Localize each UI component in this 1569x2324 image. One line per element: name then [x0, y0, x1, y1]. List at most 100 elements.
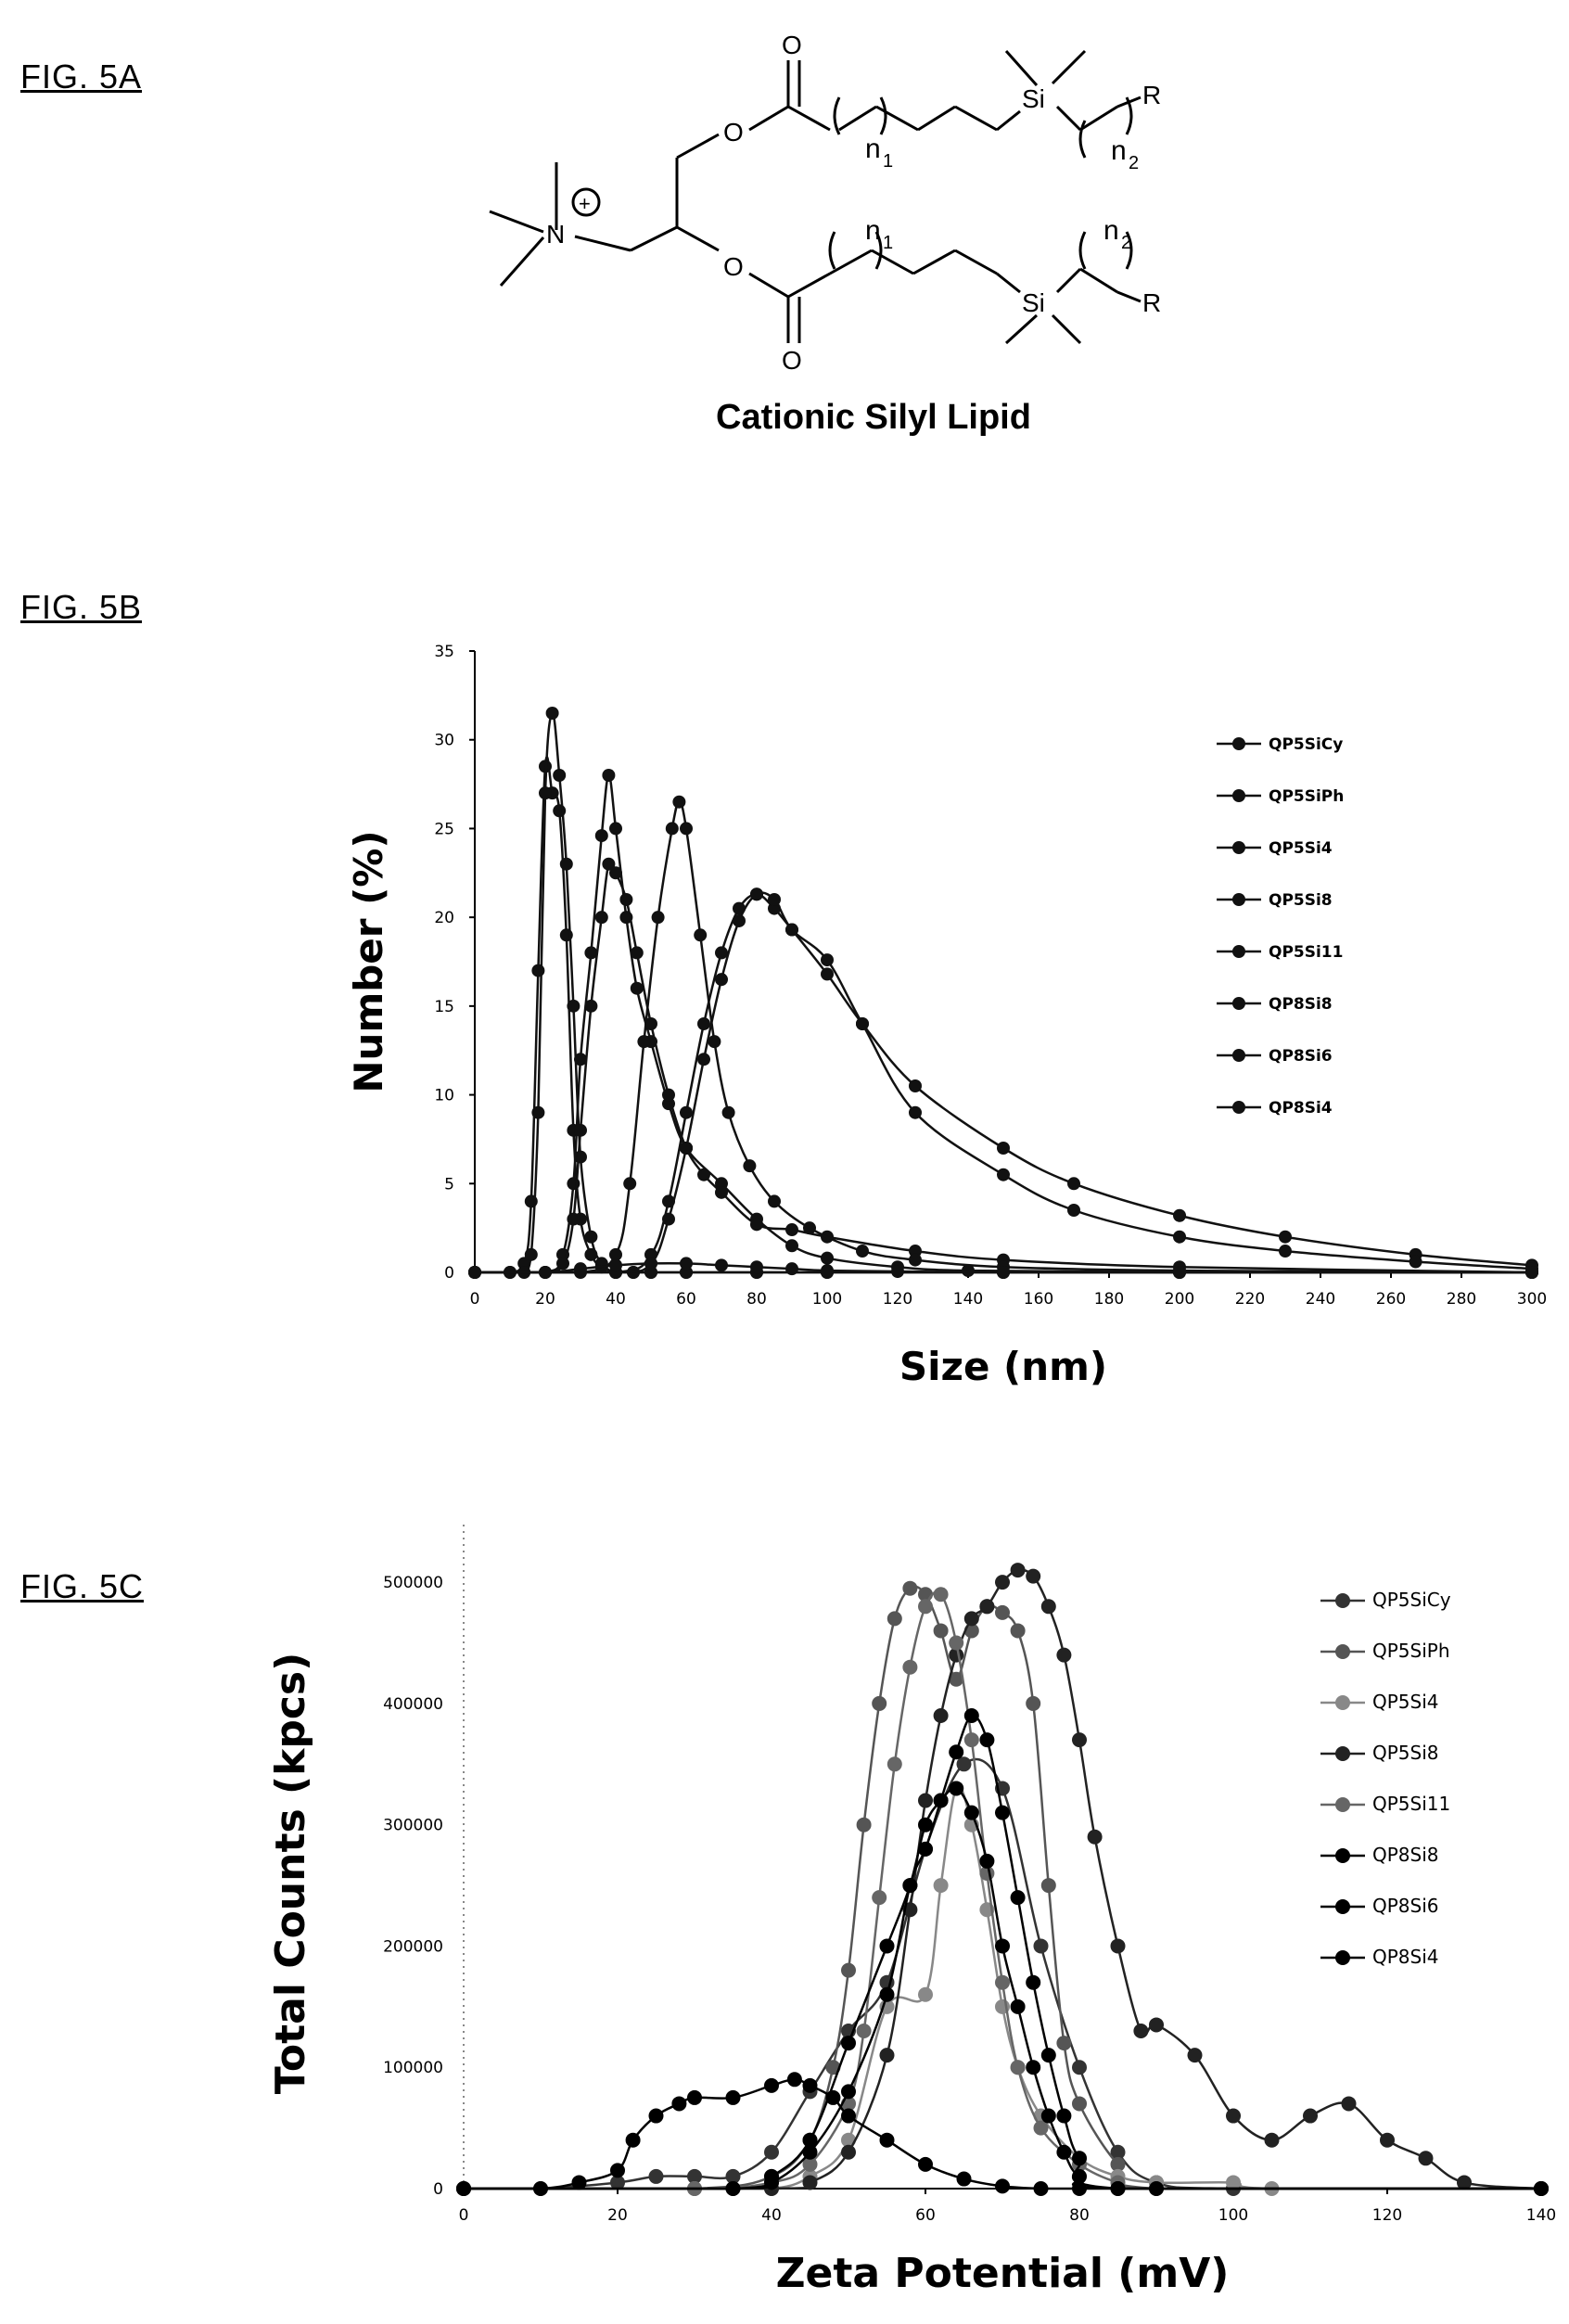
- legend-label: QP5Si11: [1269, 943, 1343, 962]
- data-point: [1110, 2156, 1126, 2172]
- data-point: [825, 2089, 841, 2105]
- data-point: [715, 946, 728, 960]
- legend-swatch-dot: [1232, 945, 1245, 958]
- x-tick-label: 60: [676, 1290, 696, 1309]
- data-point: [1033, 1938, 1049, 1954]
- oxygen-ester-upper: O: [723, 118, 744, 147]
- series-QP5SiPh: [456, 1580, 1549, 2196]
- x-tick-label: 100: [1218, 2206, 1248, 2225]
- data-point: [841, 2036, 856, 2051]
- data-point: [995, 1974, 1010, 1990]
- data-point: [979, 1853, 995, 1869]
- data-point: [802, 2077, 818, 2093]
- data-point: [594, 911, 608, 925]
- legend-entry: QP5Si11: [1217, 943, 1343, 962]
- data-point: [785, 1239, 798, 1253]
- series-line: [464, 1590, 1541, 2190]
- legend-entry: QP8Si4: [1217, 1099, 1333, 1117]
- data-point: [933, 1708, 949, 1723]
- data-point: [1067, 1177, 1080, 1191]
- y-tick-label: 30: [434, 732, 454, 750]
- data-point: [625, 2132, 641, 2148]
- data-point: [609, 1247, 622, 1261]
- data-point: [963, 1708, 979, 1723]
- data-point: [995, 1805, 1010, 1820]
- data-point: [887, 1611, 902, 1627]
- data-point: [963, 1611, 979, 1627]
- data-point: [1110, 2144, 1126, 2160]
- fig-5c-label: FIG. 5C: [20, 1567, 145, 1605]
- data-point: [531, 964, 545, 977]
- n1-lower: n: [865, 215, 881, 246]
- legend-entry: QP5Si4: [1217, 839, 1333, 858]
- data-point: [949, 1744, 964, 1760]
- silicon-lower: Si: [1022, 288, 1045, 317]
- data-point: [594, 829, 608, 843]
- data-point: [651, 911, 665, 925]
- data-point: [1010, 1998, 1026, 2014]
- data-point: [602, 769, 616, 782]
- data-point: [1056, 1647, 1072, 1663]
- data-point: [891, 1265, 904, 1279]
- data-point: [802, 2132, 818, 2148]
- chemical-structure: N + O O O O Si Si R R n 1 n 2 n 1 n 2 Ca…: [489, 31, 1161, 437]
- data-point: [887, 1756, 902, 1772]
- data-point: [584, 999, 598, 1013]
- x-tick-label: 80: [746, 1290, 767, 1309]
- legend-swatch-dot: [1232, 1101, 1245, 1114]
- data-point: [841, 2144, 856, 2160]
- y-tick-label: 0: [433, 2180, 443, 2199]
- y-tick-label: 35: [434, 643, 454, 661]
- data-point: [1187, 2048, 1203, 2063]
- x-tick-label: 220: [1235, 1290, 1265, 1309]
- data-point: [644, 1017, 657, 1030]
- data-point: [918, 1841, 933, 1857]
- data-point: [956, 2171, 972, 2187]
- zeta-potential-chart: 0 20 40 60 80 100 120 140 0 100000 200000 300000 400…: [267, 1521, 1556, 2297]
- data-point: [821, 967, 834, 981]
- series-QP5Si11: [456, 1587, 1549, 2196]
- series-line: [475, 756, 1532, 1274]
- x-tick-label: 260: [1376, 1290, 1406, 1309]
- data-point: [802, 2175, 818, 2190]
- legend-swatch-dot: [1335, 1695, 1350, 1710]
- data-point: [1087, 1829, 1103, 1845]
- legend-swatch-dot: [1335, 1950, 1350, 1965]
- n1-lower-sub: 1: [883, 233, 893, 253]
- data-point: [694, 928, 708, 942]
- data-point: [715, 1185, 728, 1199]
- data-point: [571, 2175, 587, 2190]
- data-point: [825, 2060, 841, 2075]
- x-tick-label: 140: [1526, 2206, 1556, 2225]
- data-point: [721, 1105, 735, 1119]
- data-point: [995, 2178, 1010, 2194]
- legend-swatch-dot: [1232, 1049, 1245, 1062]
- data-point: [1040, 2108, 1056, 2124]
- data-point: [456, 2181, 471, 2196]
- x-tick-label: 200: [1165, 1290, 1194, 1309]
- data-point: [1010, 1890, 1026, 1906]
- data-point: [725, 2168, 741, 2184]
- data-point: [856, 1245, 869, 1258]
- data-point: [918, 1599, 933, 1615]
- data-point: [933, 1587, 949, 1603]
- x-tick-label: 40: [606, 1290, 626, 1309]
- data-point: [879, 1938, 895, 1954]
- legend-entry: QP5SiPh: [1217, 787, 1344, 806]
- data-point: [648, 2168, 664, 2184]
- data-point: [662, 1212, 675, 1226]
- data-point: [879, 2132, 895, 2148]
- data-point: [567, 1212, 580, 1226]
- data-point: [567, 999, 580, 1013]
- data-point: [1173, 1230, 1186, 1244]
- legend-entry: QP5SiPh: [1320, 1640, 1450, 1662]
- data-point: [715, 1258, 728, 1272]
- structure-bonds: [489, 49, 1142, 345]
- data-point: [648, 2108, 664, 2124]
- data-point: [545, 707, 559, 720]
- data-point: [637, 1035, 651, 1049]
- data-point: [909, 1253, 922, 1267]
- data-point: [1226, 2175, 1241, 2190]
- data-point: [879, 1986, 895, 2002]
- data-point: [687, 2089, 702, 2105]
